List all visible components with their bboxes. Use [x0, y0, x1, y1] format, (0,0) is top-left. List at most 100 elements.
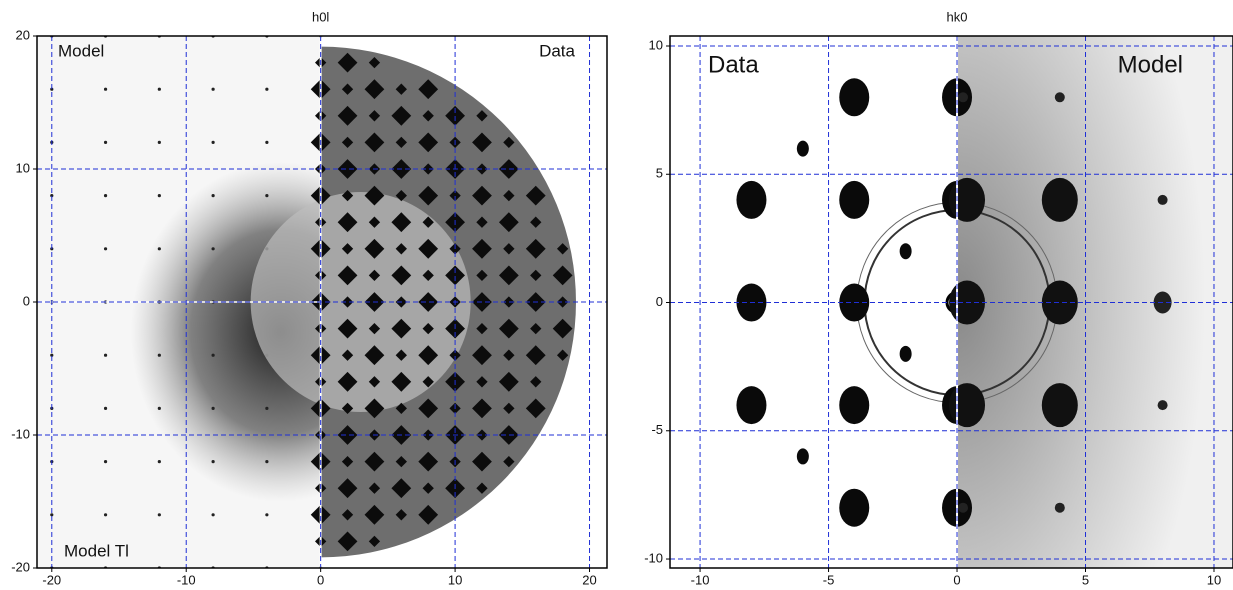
data-spot: [418, 292, 439, 312]
model-spot: [157, 353, 161, 357]
data-spot: [899, 243, 912, 260]
data-spot: [364, 79, 385, 100]
model-spot: [157, 406, 161, 410]
data-spot: [503, 243, 515, 255]
data-spot: [476, 269, 488, 282]
data-spot: [472, 185, 492, 206]
data-spot: [395, 243, 407, 255]
model-spot: [265, 140, 269, 144]
data-spot: [364, 451, 385, 472]
y-tick-label: 10: [649, 37, 663, 52]
model-spot: [103, 460, 108, 464]
data-spot: [418, 504, 439, 525]
data-spot: [556, 296, 569, 308]
model-spot: [211, 87, 215, 91]
data-spot: [503, 189, 515, 202]
data-spot: [472, 451, 492, 472]
annotation: Data: [708, 51, 759, 78]
chart-title: hk0: [947, 9, 968, 24]
data-spot: [337, 318, 358, 339]
data-spot: [364, 398, 385, 419]
data-spot: [530, 269, 542, 282]
data-spot: [368, 216, 381, 228]
plot-frame: [36, 35, 608, 569]
x-tick-label: 5: [1082, 572, 1089, 587]
data-spot: [341, 509, 354, 521]
data-spot: [364, 345, 385, 366]
annotation: Data: [539, 41, 575, 60]
data-spot: [796, 140, 809, 157]
data-spot: [445, 265, 465, 286]
data-spot: [341, 296, 354, 308]
model-spot: [211, 513, 215, 517]
x-tick-label: 0: [953, 572, 960, 587]
data-spot: [341, 189, 354, 202]
data-spot: [736, 386, 767, 425]
data-spot: [337, 265, 358, 286]
data-spot: [472, 398, 492, 419]
data-spot: [472, 345, 492, 366]
data-spot: [503, 455, 515, 468]
data-spot: [796, 448, 809, 465]
data-spot: [395, 189, 407, 202]
model-spot: [50, 353, 54, 357]
data-spot: [364, 132, 385, 153]
data-spot: [476, 216, 488, 228]
model-spot: [103, 140, 108, 144]
data-spot: [391, 105, 412, 126]
y-tick-label: 10: [16, 160, 30, 175]
data-spot: [368, 482, 381, 494]
model-spot: [211, 140, 215, 144]
data-spot: [498, 425, 519, 445]
model-spot: [50, 194, 54, 198]
model-spot: [265, 87, 269, 91]
model-spot: [103, 87, 108, 91]
data-spot: [422, 376, 434, 388]
data-spot: [899, 345, 912, 362]
data-spot: [445, 105, 465, 126]
x-tick-label: 20: [582, 572, 596, 587]
data-spot: [368, 322, 381, 335]
annotation: Model: [58, 41, 104, 60]
model-spot: [103, 194, 108, 198]
model-spot: [211, 460, 215, 464]
model-spot: [1054, 502, 1065, 513]
data-spot: [503, 136, 515, 149]
data-spot: [422, 429, 434, 441]
data-spot: [498, 371, 519, 392]
model-background: [957, 36, 1233, 568]
data-spot: [341, 402, 354, 415]
model-spot: [1157, 400, 1168, 411]
data-spot: [364, 504, 385, 525]
data-spot: [395, 349, 407, 361]
data-spot: [422, 216, 434, 228]
data-spot: [341, 136, 354, 149]
data-spot: [530, 216, 542, 228]
plot-frame: [669, 35, 1233, 569]
data-spot: [395, 509, 407, 521]
model-spot: [211, 353, 215, 357]
model-spot: [50, 513, 54, 517]
data-spot: [736, 180, 767, 219]
chart-title: h0l: [312, 9, 329, 24]
data-spot: [498, 318, 519, 339]
y-tick-label: -10: [644, 550, 663, 565]
y-tick-label: -20: [11, 559, 30, 574]
data-spot: [552, 265, 573, 286]
data-spot: [418, 185, 439, 206]
data-spot: [422, 322, 434, 335]
data-spot: [476, 376, 488, 388]
annotation: Model Tl: [64, 541, 129, 560]
data-spot: [341, 243, 354, 255]
x-tick-label: -10: [177, 572, 196, 587]
model-spot: [50, 87, 54, 91]
data-spot: [552, 318, 573, 339]
x-tick-label: 0: [317, 572, 324, 587]
data-spot: [472, 238, 492, 259]
data-spot: [503, 349, 515, 361]
y-tick-label: 0: [656, 294, 663, 309]
data-spot: [368, 376, 381, 388]
data-spot: [337, 105, 358, 126]
model-spot: [958, 502, 969, 513]
